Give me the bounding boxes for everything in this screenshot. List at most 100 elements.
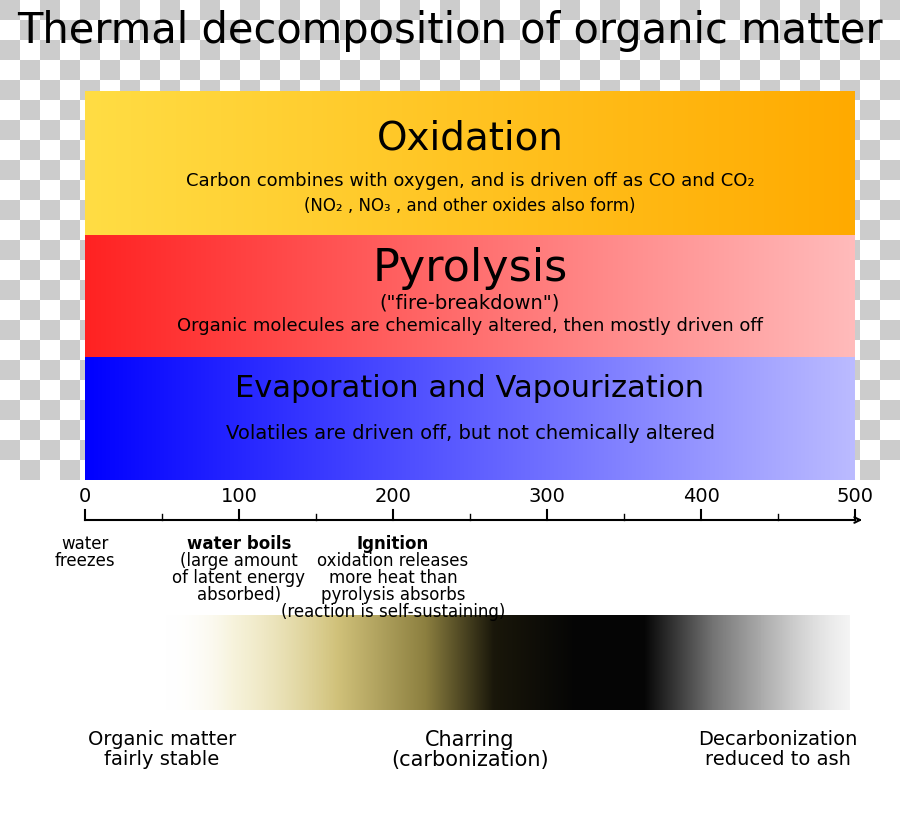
Bar: [80, 460, 100, 480]
Bar: [460, 460, 480, 480]
Bar: [540, 360, 560, 380]
Bar: [220, 20, 240, 40]
Bar: [360, 380, 380, 400]
Bar: [240, 760, 260, 780]
Bar: [180, 280, 200, 300]
Bar: [120, 620, 140, 640]
Bar: [680, 340, 700, 360]
Bar: [100, 280, 120, 300]
Bar: [740, 780, 760, 800]
Bar: [40, 480, 60, 500]
Bar: [640, 680, 660, 700]
Bar: [320, 520, 340, 540]
Bar: [160, 260, 180, 280]
Bar: [420, 660, 440, 680]
Bar: [60, 580, 80, 600]
Bar: [580, 720, 600, 740]
Bar: [340, 240, 360, 260]
Bar: [720, 740, 740, 760]
Bar: [320, 300, 340, 320]
Bar: [160, 580, 180, 600]
Bar: [820, 300, 840, 320]
Bar: [460, 160, 480, 180]
Bar: [660, 540, 680, 560]
Bar: [600, 300, 620, 320]
Bar: [640, 660, 660, 680]
Bar: [260, 260, 280, 280]
Bar: [660, 160, 680, 180]
Bar: [840, 520, 860, 540]
Bar: [480, 620, 500, 640]
Bar: [780, 800, 800, 813]
Bar: [620, 560, 640, 580]
Bar: [60, 120, 80, 140]
Bar: [420, 40, 440, 60]
Bar: [560, 560, 580, 580]
Bar: [560, 60, 580, 80]
Bar: [560, 100, 580, 120]
Bar: [800, 100, 820, 120]
Bar: [720, 160, 740, 180]
Bar: [460, 100, 480, 120]
Bar: [360, 440, 380, 460]
Bar: [400, 560, 420, 580]
Bar: [520, 500, 540, 520]
Bar: [480, 500, 500, 520]
Bar: [440, 560, 460, 580]
Bar: [440, 40, 460, 60]
Bar: [260, 80, 280, 100]
Bar: [840, 80, 860, 100]
Bar: [320, 180, 340, 200]
Bar: [480, 260, 500, 280]
Bar: [640, 100, 660, 120]
Bar: [740, 320, 760, 340]
Bar: [200, 360, 220, 380]
Bar: [240, 280, 260, 300]
Bar: [720, 780, 740, 800]
Bar: [500, 660, 520, 680]
Bar: [840, 620, 860, 640]
Bar: [260, 20, 280, 40]
Bar: [60, 660, 80, 680]
Bar: [260, 640, 280, 660]
Bar: [360, 660, 380, 680]
Bar: [320, 780, 340, 800]
Bar: [580, 200, 600, 220]
Bar: [840, 580, 860, 600]
Bar: [660, 380, 680, 400]
Bar: [380, 100, 400, 120]
Bar: [320, 740, 340, 760]
Bar: [560, 600, 580, 620]
Bar: [180, 560, 200, 580]
Bar: [500, 260, 520, 280]
Bar: [880, 740, 900, 760]
Bar: [200, 200, 220, 220]
Bar: [400, 620, 420, 640]
Bar: [720, 520, 740, 540]
Bar: [520, 180, 540, 200]
Bar: [300, 100, 320, 120]
Bar: [660, 60, 680, 80]
Bar: [760, 640, 780, 660]
Bar: [80, 580, 100, 600]
Bar: [520, 300, 540, 320]
Bar: [760, 340, 780, 360]
Bar: [240, 220, 260, 240]
Bar: [60, 60, 80, 80]
Bar: [120, 200, 140, 220]
Bar: [760, 500, 780, 520]
Bar: [680, 520, 700, 540]
Bar: [880, 700, 900, 720]
Bar: [740, 720, 760, 740]
Bar: [320, 340, 340, 360]
Bar: [200, 100, 220, 120]
Bar: [120, 320, 140, 340]
Bar: [160, 220, 180, 240]
Bar: [840, 380, 860, 400]
Bar: [240, 80, 260, 100]
Bar: [680, 0, 700, 20]
Bar: [780, 240, 800, 260]
Bar: [880, 120, 900, 140]
Bar: [500, 220, 520, 240]
Bar: [300, 160, 320, 180]
